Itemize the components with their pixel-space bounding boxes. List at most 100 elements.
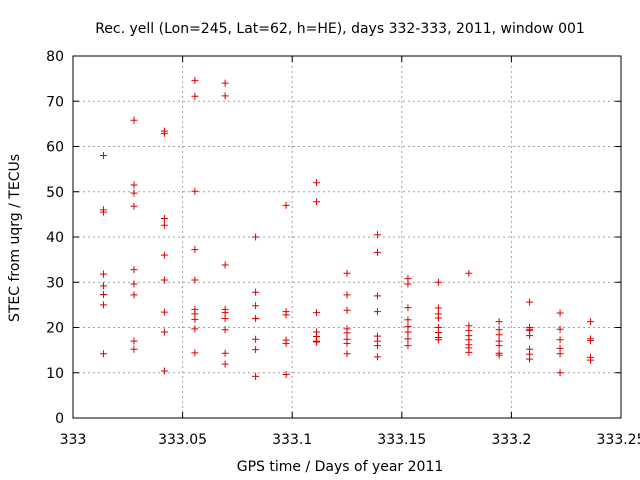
- data-point: [160, 276, 168, 284]
- data-point: [252, 288, 260, 296]
- data-point: [252, 233, 260, 241]
- y-tick-label: 60: [46, 140, 64, 156]
- data-point: [160, 214, 168, 222]
- data-point: [99, 152, 107, 160]
- data-point: [343, 269, 351, 277]
- data-point: [160, 308, 168, 316]
- data-point: [373, 292, 381, 300]
- data-point: [404, 304, 412, 312]
- x-tick-label: 333.2: [491, 432, 531, 448]
- data-point: [587, 337, 595, 345]
- data-point: [556, 325, 564, 333]
- data-point: [130, 202, 138, 210]
- data-point: [252, 346, 260, 354]
- data-point: [221, 261, 229, 269]
- y-tick-label: 30: [46, 275, 64, 291]
- x-tick-label: 333.25: [597, 432, 640, 448]
- y-tick-label: 0: [55, 411, 64, 427]
- x-tick-label: 333.05: [158, 432, 207, 448]
- data-point: [373, 248, 381, 256]
- data-point: [495, 342, 503, 350]
- data-point: [434, 336, 442, 344]
- data-point: [373, 231, 381, 239]
- data-point: [313, 309, 321, 317]
- data-point: [191, 187, 199, 195]
- data-point: [191, 92, 199, 100]
- data-point: [313, 338, 321, 346]
- data-point: [160, 328, 168, 336]
- data-point: [130, 291, 138, 299]
- data-point: [191, 76, 199, 84]
- data-point: [556, 369, 564, 377]
- data-point: [221, 309, 229, 317]
- y-tick-label: 50: [46, 185, 64, 201]
- data-point: [130, 116, 138, 124]
- data-point: [404, 342, 412, 350]
- data-point: [130, 266, 138, 274]
- data-point: [160, 129, 168, 137]
- data-point: [130, 189, 138, 197]
- data-point: [404, 316, 412, 324]
- data-point: [99, 282, 107, 290]
- data-point: [282, 371, 290, 379]
- data-point: [495, 351, 503, 359]
- data-point: [252, 314, 260, 322]
- data-point: [282, 311, 290, 319]
- data-point: [191, 349, 199, 357]
- data-point: [313, 198, 321, 206]
- data-point: [404, 335, 412, 343]
- data-point: [191, 276, 199, 284]
- y-axis-label: STEC from uqrg / TECUs: [7, 154, 23, 322]
- data-point: [495, 331, 503, 339]
- y-tick-label: 10: [46, 366, 64, 382]
- y-tick-label: 70: [46, 94, 64, 110]
- data-point: [130, 181, 138, 189]
- data-point: [526, 355, 534, 363]
- data-point: [221, 79, 229, 87]
- data-point: [434, 278, 442, 286]
- data-point: [495, 318, 503, 326]
- x-tick-label: 333.1: [272, 432, 312, 448]
- data-point: [587, 356, 595, 364]
- y-tick-label: 40: [46, 230, 64, 246]
- data-point: [221, 92, 229, 100]
- data-point: [343, 350, 351, 358]
- data-point: [373, 308, 381, 316]
- data-point: [343, 339, 351, 347]
- data-points: [99, 76, 595, 380]
- data-point: [465, 348, 473, 356]
- data-point: [556, 309, 564, 317]
- data-point: [191, 246, 199, 254]
- data-point: [99, 208, 107, 216]
- y-tick-label: 20: [46, 321, 64, 337]
- x-tick-label: 333.15: [377, 432, 426, 448]
- data-point: [343, 306, 351, 314]
- data-point: [99, 301, 107, 309]
- data-point: [221, 360, 229, 368]
- data-point: [252, 302, 260, 310]
- data-point: [343, 329, 351, 337]
- data-point: [434, 314, 442, 322]
- data-point: [404, 328, 412, 336]
- data-point: [252, 335, 260, 343]
- data-point: [282, 339, 290, 347]
- data-point: [313, 179, 321, 187]
- chart-title: Rec. yell (Lon=245, Lat=62, h=HE), days …: [95, 21, 585, 37]
- data-point: [160, 221, 168, 229]
- data-point: [556, 350, 564, 358]
- data-point: [343, 291, 351, 299]
- x-tick-label: 333: [60, 432, 87, 448]
- data-point: [526, 298, 534, 306]
- data-point: [221, 349, 229, 357]
- y-tick-label: 80: [46, 49, 64, 65]
- data-point: [160, 367, 168, 375]
- data-point: [587, 318, 595, 326]
- axis-ticks: 333 333.05 333.1 333.15 333.2 333.25 0 10 20 30 40…: [46, 49, 640, 448]
- data-point: [252, 372, 260, 380]
- data-point: [221, 314, 229, 322]
- data-point: [130, 280, 138, 288]
- data-point: [373, 353, 381, 361]
- data-point: [465, 269, 473, 277]
